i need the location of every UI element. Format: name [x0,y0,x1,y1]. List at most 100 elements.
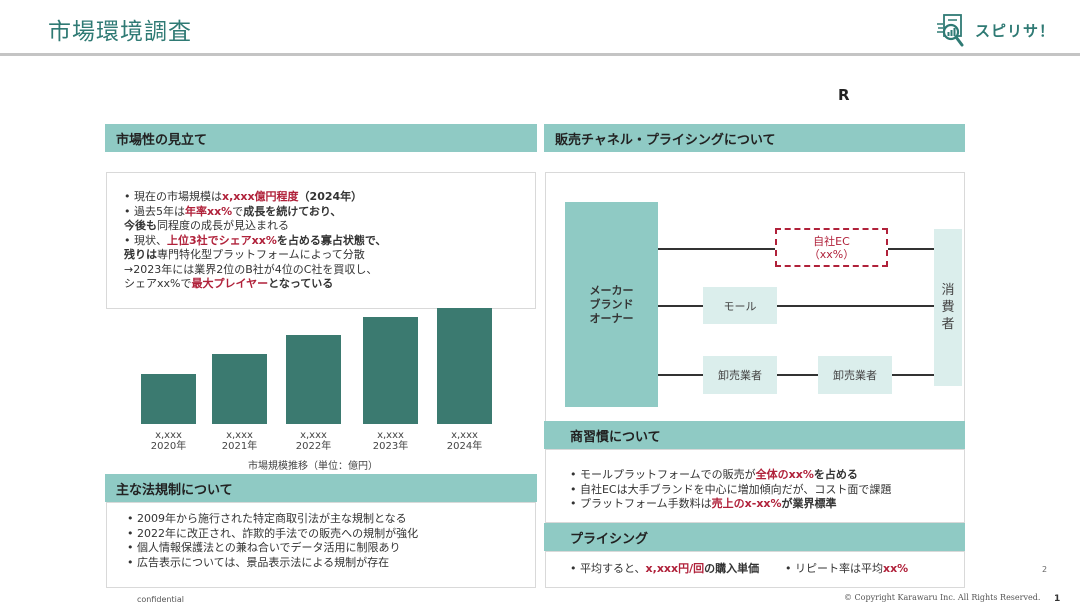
bullet-line: 今後も同程度の成長が見込まれる [124,219,535,234]
market-bullets-box: • 現在の市場規模はx,xxx億円程度（2024年） • 過去5年は年率xx%で成… [106,172,536,309]
own-ec-node: 自社EC （xx%） [775,228,888,267]
page-number: 1 [1054,594,1061,604]
pricing-section-heading: プライシング [544,523,965,551]
bullet-text: 今後も [124,219,157,232]
r-mark: R [838,86,850,104]
connector-line [777,374,819,376]
bullet-text: となっている [268,277,334,290]
highlight-text: xx% [882,562,909,575]
highlight-text: 売上のx-xx% [711,497,782,510]
bullet-text: を占める寡占状態で、 [276,233,387,247]
own-ec-label: 自社EC [813,234,850,248]
pricing-item-repeat-rate: • リピート率は平均xx% [785,562,908,587]
bullet-text: シェアxx%で [124,277,192,290]
bullet-line: 残りは専門特化型プラットフォームによって分散 [124,248,535,263]
chart-bar [141,374,196,424]
wholesaler-label: 卸売業者 [718,369,762,382]
regulation-bullet: • 2022年に改正され、詐欺的手法での販売への規制が強化 [127,526,419,540]
connector-line [658,305,703,307]
highlight-text: 年率xx% [184,204,233,218]
maker-brand-owner-node: メーカー ブランド オーナー [565,202,658,407]
slide-number: 2 [1042,565,1048,574]
regulation-heading-text: 主な法規制について [116,482,233,498]
bar-label: x,xxx 2024年 [446,430,483,452]
chart-bar [286,335,341,424]
regulation-bullet: • 個人情報保護法との兼ね合いでデータ活用に制限あり [127,541,401,554]
highlight-text: 最大プレイヤー [191,277,269,290]
bar-label: x,xxx 2021年 [221,430,258,452]
bullet-text: →2023年には業界2位のB社が4位のC社を買収し、 [124,262,378,276]
logo: スピリサ！ [935,12,1055,48]
bullet-text: • モールプラットフォームでの販売が [570,468,756,481]
bar-label: x,xxx 2023年 [372,430,409,452]
highlight-text: 上位3社でシェアxx% [167,233,277,247]
connector-line [892,374,934,376]
pricing-item-unit-price: • 平均すると、x,xxx円/回の購入単価 [570,562,785,587]
highlight-text: 全体のxx% [755,468,814,481]
consumer-char: 者 [941,317,955,332]
market-heading-text: 市場性の見立て [116,132,208,148]
confidential-label: confidential [137,595,184,604]
regulation-bullet: • 広告表示については、景品表示法による規制が存在 [127,555,390,569]
highlight-text: x,xxx円/回 [645,562,705,575]
connector-line [658,374,703,376]
bullet-text: • 平均すると、 [570,562,646,575]
consumer-node: 消 費 者 [934,229,962,386]
pricing-box: • 平均すると、x,xxx円/回の購入単価 • リピート率は平均xx% [545,551,965,588]
logo-text: スピリサ！ [975,21,1056,40]
bullet-text: • プラットフォーム手数料は [570,497,712,510]
bullet-line: • 過去5年は年率xx%で成長を続けており、 [124,205,535,220]
bullet-line: • プラットフォーム手数料は売上のx-xx%が業界標準 [570,497,964,512]
maker-label: オーナー [589,311,634,325]
wholesaler-node-2: 卸売業者 [818,356,892,394]
chart-bar [363,317,418,424]
bullet-text: • 自社ECは大手ブランドを中心に増加傾向だが、コスト面で課題 [570,482,892,496]
channel-section-heading: 販売チャネル・プライシングについて [544,124,965,152]
mall-label: モール [723,299,757,313]
chart-bar [212,354,267,424]
bullet-text: で [232,204,244,218]
bullet-text: 残りは [124,248,157,261]
bullet-line: • 現状、上位3社でシェアxx%を占める寡占状態で、 [124,234,535,249]
wholesaler-node-1: 卸売業者 [703,356,777,394]
header-divider [0,53,1080,56]
bullet-text: を占める [813,468,858,481]
bullet-text: • 現在の市場規模は [124,190,222,203]
report-magnifier-icon [937,14,964,47]
connector-line [887,248,934,250]
regulation-bullet: • 2009年から施行された特定商取引法が主な規制となる [127,512,407,525]
maker-label: ブランド [589,297,634,311]
connector-line [777,305,934,307]
bullet-text: • 現状、 [124,233,167,247]
bullet-text: • 過去5年は [124,204,185,218]
bullet-line: →2023年には業界2位のB社が4位のC社を買収し、 [124,263,535,278]
practice-heading-text: 商習慣について [570,429,661,445]
bullet-text: が業界標準 [781,497,837,510]
pricing-heading-text: プライシング [570,531,649,547]
regulation-section-heading: 主な法規制について [105,474,537,502]
bullet-line: シェアxx%で最大プレイヤーとなっている [124,277,535,292]
channel-heading-text: 販売チャネル・プライシングについて [555,132,776,148]
bullet-text: の購入単価 [704,562,760,575]
chart-caption: 市場規模推移（単位：億円） [248,461,378,472]
bullet-text: （2024年） [298,190,363,203]
bullet-line: • モールプラットフォームでの販売が全体のxx%を占める [570,468,964,483]
channel-diagram: メーカー ブランド オーナー 自社EC （xx%） モール 卸売業者 卸売業者 消 … [545,172,965,422]
highlight-text: x,xxx億円程度 [221,190,299,203]
mall-node: モール [703,287,777,324]
consumer-char: 費 [941,300,955,315]
regulation-bullets-box: • 2009年から施行された特定商取引法が主な規制となる • 2022年に改正さ… [106,502,536,588]
wholesaler-label: 卸売業者 [833,369,877,382]
page-title: 市場環境調査 [48,19,192,45]
market-section-heading: 市場性の見立て [105,124,537,152]
practice-bullets-box: • モールプラットフォームでの販売が全体のxx%を占める • 自社ECは大手ブラン… [545,449,965,523]
bar-label: x,xxx 2022年 [295,430,332,452]
consumer-char: 消 [941,283,955,298]
connector-line [658,248,776,250]
bullet-text: 成長を続けており、 [243,204,342,218]
copyright: © Copyright Karawaru Inc. All Rights Res… [844,593,1041,602]
bullet-text: • リピート率は平均 [785,562,883,575]
bullet-line: • 現在の市場規模はx,xxx億円程度（2024年） [124,190,535,205]
maker-label: メーカー [589,283,634,297]
bullet-line: • 自社ECは大手ブランドを中心に増加傾向だが、コスト面で課題 [570,483,964,498]
